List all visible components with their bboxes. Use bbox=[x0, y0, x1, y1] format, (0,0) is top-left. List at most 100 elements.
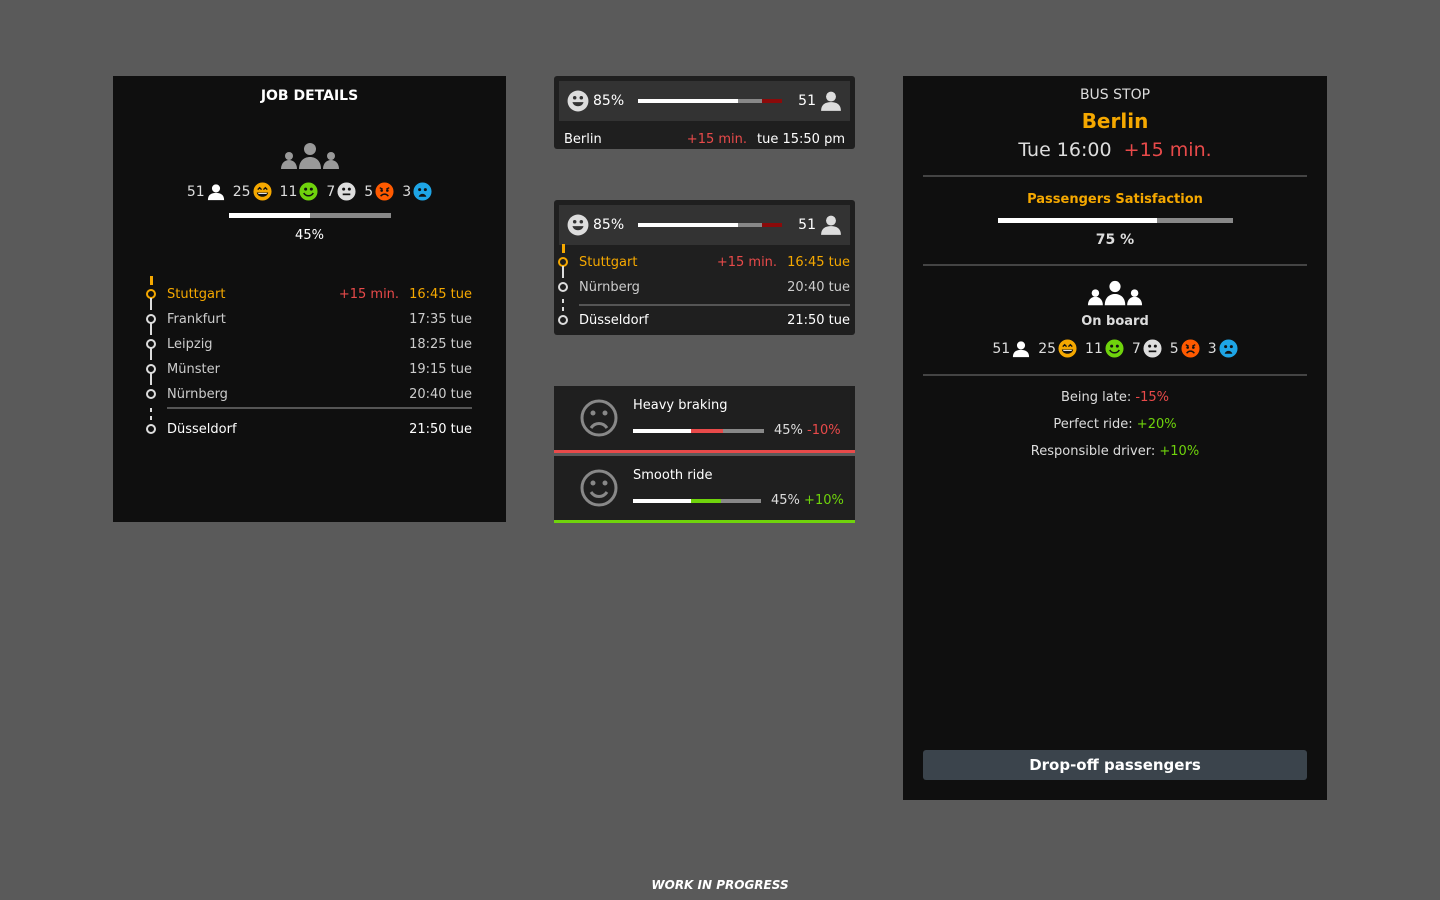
arrival-time: 21:50 tue bbox=[409, 422, 472, 437]
satisfaction-percent: 75 % bbox=[1095, 232, 1135, 248]
satisfaction-factor: Being late: -15% bbox=[903, 390, 1327, 405]
stop-marker-icon bbox=[558, 315, 568, 325]
bar-segment bbox=[997, 218, 1158, 223]
factor-label: Responsible driver: bbox=[1030, 444, 1156, 459]
arrival-time: 17:35 tue bbox=[409, 312, 472, 327]
stop-name: Frankfurt bbox=[167, 312, 226, 327]
passengers-group-icon bbox=[280, 143, 339, 169]
bus-card-compact[interactable]: 85% 51 Berlin +15 min. tue 15:50 pm bbox=[554, 76, 855, 149]
route-line bbox=[150, 373, 152, 385]
route-line bbox=[150, 323, 152, 335]
stop-row[interactable]: Stuttgart +15 min. 16:45 tue bbox=[557, 244, 850, 275]
bar-segment bbox=[638, 99, 738, 103]
panel-title: JOB DETAILS bbox=[260, 88, 359, 104]
neutral-face-icon bbox=[337, 182, 356, 201]
factor-value: -15% bbox=[1135, 390, 1169, 405]
metric-bar bbox=[633, 428, 764, 433]
stop-list: Stuttgart +15 min. 16:45 tue Nürnberg 20… bbox=[557, 244, 850, 333]
mood-count: 5 bbox=[1170, 339, 1200, 358]
satisfaction-bar bbox=[997, 218, 1233, 223]
route-line bbox=[149, 276, 153, 285]
factor-label: Perfect ride: bbox=[1053, 417, 1133, 432]
bar-segment bbox=[690, 498, 722, 503]
delay: +15 min. bbox=[716, 255, 778, 270]
panel-title: BUS STOP bbox=[1079, 87, 1151, 103]
bar-segment bbox=[228, 213, 310, 218]
stop-row[interactable]: Stuttgart +15 min. 16:45 tue bbox=[145, 276, 472, 307]
count-value: 7 bbox=[326, 183, 336, 200]
on-board-label: On board bbox=[1081, 314, 1149, 329]
route-line bbox=[561, 244, 565, 253]
arrival-time: 20:40 tue bbox=[787, 280, 850, 295]
satisfaction-factor: Perfect ride: +20% bbox=[903, 417, 1327, 432]
bus-stop-panel: BUS STOP Berlin Tue 16:00 +15 min. Passe… bbox=[903, 76, 1327, 800]
count-value: 3 bbox=[1207, 340, 1217, 357]
stop-city: Berlin bbox=[1081, 109, 1149, 133]
mood-count: 51 bbox=[992, 340, 1030, 358]
metric-label: Heavy braking bbox=[633, 398, 728, 413]
stop-name: Nürnberg bbox=[167, 387, 228, 402]
metric-label: Smooth ride bbox=[633, 468, 713, 483]
route-line bbox=[150, 298, 152, 310]
stop-row[interactable]: Frankfurt 17:35 tue bbox=[145, 298, 472, 332]
stop-name: Stuttgart bbox=[579, 255, 638, 270]
count-value: 51 bbox=[992, 340, 1011, 357]
drop-off-passengers-button[interactable]: Drop-off passengers bbox=[923, 750, 1307, 780]
arrival-time: 16:45 tue bbox=[787, 255, 850, 270]
mood-count: 7 bbox=[326, 182, 356, 201]
route-line bbox=[562, 266, 564, 278]
laughing-face-icon bbox=[1058, 339, 1077, 358]
satisfaction-title: Passengers Satisfaction bbox=[1027, 192, 1203, 207]
stop-row[interactable]: Nürnberg 20:40 tue bbox=[145, 373, 472, 407]
stop-row[interactable]: Nürnberg 20:40 tue bbox=[557, 266, 850, 300]
satisfaction-percent: 45% bbox=[295, 228, 324, 243]
metric-value: 45% bbox=[774, 423, 803, 438]
sad-face-icon bbox=[413, 182, 432, 201]
mood-count: 25 bbox=[1038, 339, 1077, 358]
mood-count: 7 bbox=[1132, 339, 1162, 358]
stop-row[interactable]: Düsseldorf 21:50 tue bbox=[557, 299, 850, 333]
count-value: 7 bbox=[1131, 340, 1141, 357]
stop-row[interactable]: Münster 19:15 tue bbox=[145, 348, 472, 382]
metric-value: 45% bbox=[771, 493, 800, 508]
satisfaction-bar bbox=[638, 223, 783, 227]
frowning-face-icon bbox=[579, 398, 619, 438]
passenger-count: 51 bbox=[798, 93, 816, 109]
laughing-face-icon bbox=[253, 182, 272, 201]
route-line bbox=[150, 348, 152, 360]
satisfaction-factor: Responsible driver: +10% bbox=[903, 444, 1327, 459]
job-details-panel: JOB DETAILS 51 25 11 7 5 3 45% Stuttgart +15 … bbox=[113, 76, 506, 522]
bar-segment bbox=[638, 223, 738, 227]
card-header: 85% 51 bbox=[559, 205, 850, 245]
bar-segment bbox=[633, 498, 691, 503]
metric-smooth-ride: Smooth ride 45% +10% bbox=[554, 456, 855, 523]
arrival-time: 19:15 tue bbox=[409, 362, 472, 377]
stop-row[interactable]: Düsseldorf 21:50 tue bbox=[145, 408, 472, 442]
factor-value: +20% bbox=[1136, 417, 1177, 432]
metric-change: +10% bbox=[804, 493, 844, 508]
divider bbox=[923, 264, 1307, 266]
mood-count: 51 bbox=[187, 183, 225, 201]
divider bbox=[167, 407, 472, 409]
stop-name: Berlin bbox=[564, 131, 602, 147]
stop-name: Düsseldorf bbox=[167, 422, 237, 437]
bar-segment bbox=[762, 99, 783, 103]
divider bbox=[579, 304, 850, 306]
count-value: 11 bbox=[1085, 340, 1103, 357]
divider bbox=[923, 374, 1307, 376]
route-line bbox=[150, 408, 152, 423]
mood-counts: 51 25 11 7 5 3 bbox=[113, 182, 506, 201]
stop-list: Stuttgart +15 min. 16:45 tue Frankfurt 1… bbox=[145, 276, 472, 442]
bar-segment bbox=[633, 428, 691, 433]
bus-card-expanded[interactable]: 85% 51 Stuttgart +15 min. 16:45 tue Nürn… bbox=[554, 200, 855, 335]
card-header: 85% 51 bbox=[559, 81, 850, 121]
count-value: 11 bbox=[279, 183, 298, 200]
stop-row[interactable]: Leipzig 18:25 tue bbox=[145, 323, 472, 357]
divider bbox=[923, 175, 1307, 177]
stop-name: Nürnberg bbox=[579, 280, 640, 295]
satisfaction-value: 85% bbox=[593, 217, 625, 233]
metric-heavy-braking: Heavy braking 45% -10% bbox=[554, 386, 855, 453]
metric-change: -10% bbox=[807, 423, 841, 438]
mood-count: 11 bbox=[280, 182, 319, 201]
bar-segment bbox=[762, 223, 783, 227]
